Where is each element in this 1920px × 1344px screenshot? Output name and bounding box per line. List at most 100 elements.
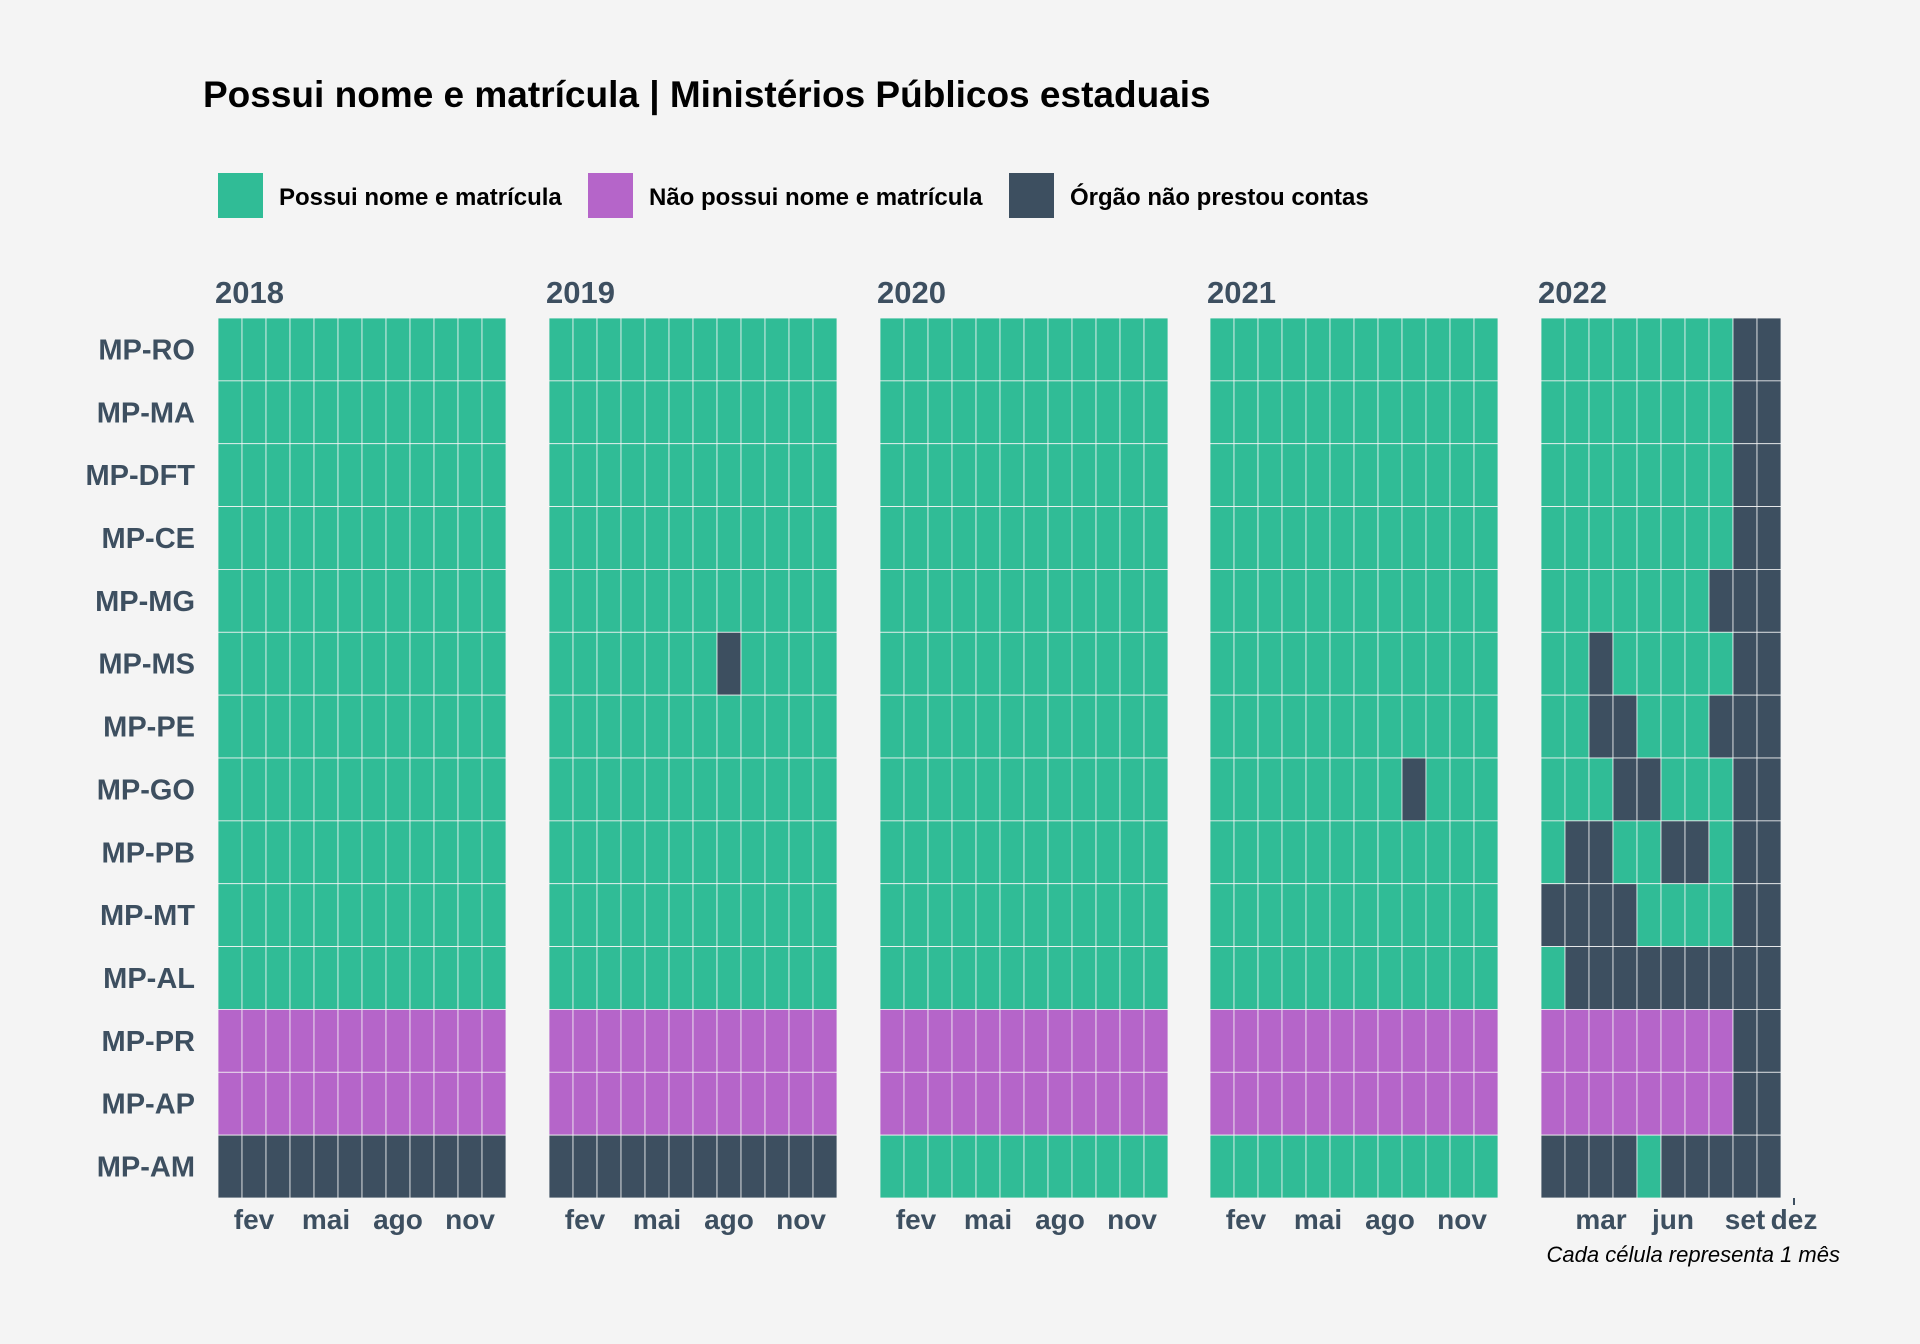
heatmap-cell: [1612, 569, 1638, 633]
heatmap-cell: [927, 506, 953, 570]
heatmap-cell: [457, 443, 483, 507]
tick-label-nov: nov: [776, 1204, 826, 1235]
heatmap-cell: [1425, 631, 1451, 696]
heatmap-cell: [764, 820, 790, 885]
heatmap-cell: [457, 1071, 483, 1136]
heatmap-cell: [337, 443, 363, 507]
heatmap-cell: [361, 380, 387, 445]
heatmap-cell: [265, 883, 291, 947]
heatmap-cell: [740, 1009, 766, 1073]
heatmap-cell: [1119, 506, 1145, 570]
heatmap-cell: [951, 1009, 977, 1073]
heatmap-cell: [716, 820, 742, 885]
heatmap-cell: [1023, 317, 1049, 382]
heatmap-cell: [903, 317, 929, 382]
heatmap-cell: [1209, 694, 1235, 759]
heatmap-cell: [1425, 1134, 1451, 1199]
heatmap-cell: [241, 317, 267, 382]
heatmap-cell: [217, 757, 243, 822]
heatmap-cell: [1119, 380, 1145, 445]
heatmap-cell: [1449, 946, 1475, 1010]
heatmap-cell: [903, 946, 929, 1010]
heatmap-cell: [1071, 694, 1097, 759]
heatmap-cell: [1119, 569, 1145, 633]
heatmap-cell: [903, 757, 929, 822]
heatmap-cell: [1257, 883, 1283, 947]
heatmap-cell: [1401, 443, 1427, 507]
heatmap-cell: [1143, 380, 1169, 445]
heatmap-cell: [1449, 569, 1475, 633]
heatmap-cell: [409, 631, 435, 696]
heatmap-cell: [764, 757, 790, 822]
heatmap-cell: [409, 569, 435, 633]
heatmap-cell: [241, 820, 267, 885]
heatmap-cell: [1756, 631, 1782, 696]
heatmap-cell: [572, 1134, 598, 1199]
heatmap-cell: [1353, 820, 1379, 885]
heatmap-cell: [1119, 1134, 1145, 1199]
heatmap-cell: [951, 883, 977, 947]
heatmap-cell: [1684, 757, 1710, 822]
heatmap-cell: [903, 569, 929, 633]
heatmap-cell: [1377, 883, 1403, 947]
heatmap-cell: [548, 1071, 574, 1136]
heatmap-cell: [241, 1134, 267, 1199]
heatmap-cell: [1143, 1134, 1169, 1199]
heatmap-cell: [1401, 757, 1427, 822]
heatmap-cell: [903, 506, 929, 570]
heatmap-cell: [1564, 946, 1590, 1010]
heatmap-cell: [999, 631, 1025, 696]
heatmap-cell: [1449, 694, 1475, 759]
heatmap-cell: [1143, 506, 1169, 570]
heatmap-cell: [433, 631, 459, 696]
heatmap-cell: [385, 506, 411, 570]
heatmap-cell: [337, 1134, 363, 1199]
heatmap-cell: [975, 1009, 1001, 1073]
heatmap-cell: [313, 1134, 339, 1199]
heatmap-cell: [1540, 757, 1566, 822]
heatmap-cell: [1732, 569, 1758, 633]
heatmap-cell: [596, 443, 622, 507]
heatmap-cell: [1756, 883, 1782, 947]
heatmap-cell: [1401, 820, 1427, 885]
heatmap-cell: [1281, 757, 1307, 822]
heatmap-cell: [1425, 1009, 1451, 1073]
heatmap-cell: [241, 631, 267, 696]
heatmap-cell: [999, 1009, 1025, 1073]
heatmap-cell: [361, 757, 387, 822]
heatmap-cell: [1257, 946, 1283, 1010]
heatmap-cell: [692, 883, 718, 947]
heatmap-cell: [1612, 883, 1638, 947]
heatmap-cell: [1636, 757, 1662, 822]
heatmap-cell: [1119, 443, 1145, 507]
tick-label-nov: nov: [1107, 1204, 1157, 1235]
heatmap-cell: [1047, 757, 1073, 822]
heatmap-cell: [975, 1134, 1001, 1199]
heatmap-cell: [1071, 1009, 1097, 1073]
heatmap-cell: [1473, 506, 1499, 570]
heatmap-cell: [975, 694, 1001, 759]
heatmap-cell: [241, 946, 267, 1010]
heatmap-cell: [740, 820, 766, 885]
heatmap-cell: [1281, 946, 1307, 1010]
heatmap-cell: [1449, 1071, 1475, 1136]
heatmap-cell: [596, 946, 622, 1010]
heatmap-cell: [1588, 1071, 1614, 1136]
heatmap-cell: [241, 694, 267, 759]
heatmap-cell: [812, 883, 838, 947]
panel-year-label: 2019: [546, 275, 615, 310]
heatmap-cell: [361, 1071, 387, 1136]
heatmap-cell: [433, 569, 459, 633]
heatmap-cell: [289, 443, 315, 507]
heatmap-cell: [1023, 1009, 1049, 1073]
heatmap-cell: [313, 631, 339, 696]
heatmap-cell: [481, 694, 507, 759]
heatmap-cell: [337, 946, 363, 1010]
heatmap-cell: [1119, 1009, 1145, 1073]
heatmap-cell: [1473, 631, 1499, 696]
heatmap-cell: [1425, 694, 1451, 759]
heatmap-cell: [788, 757, 814, 822]
heatmap-cell: [572, 631, 598, 696]
heatmap-cell: [879, 1134, 905, 1199]
heatmap-cell: [433, 1134, 459, 1199]
